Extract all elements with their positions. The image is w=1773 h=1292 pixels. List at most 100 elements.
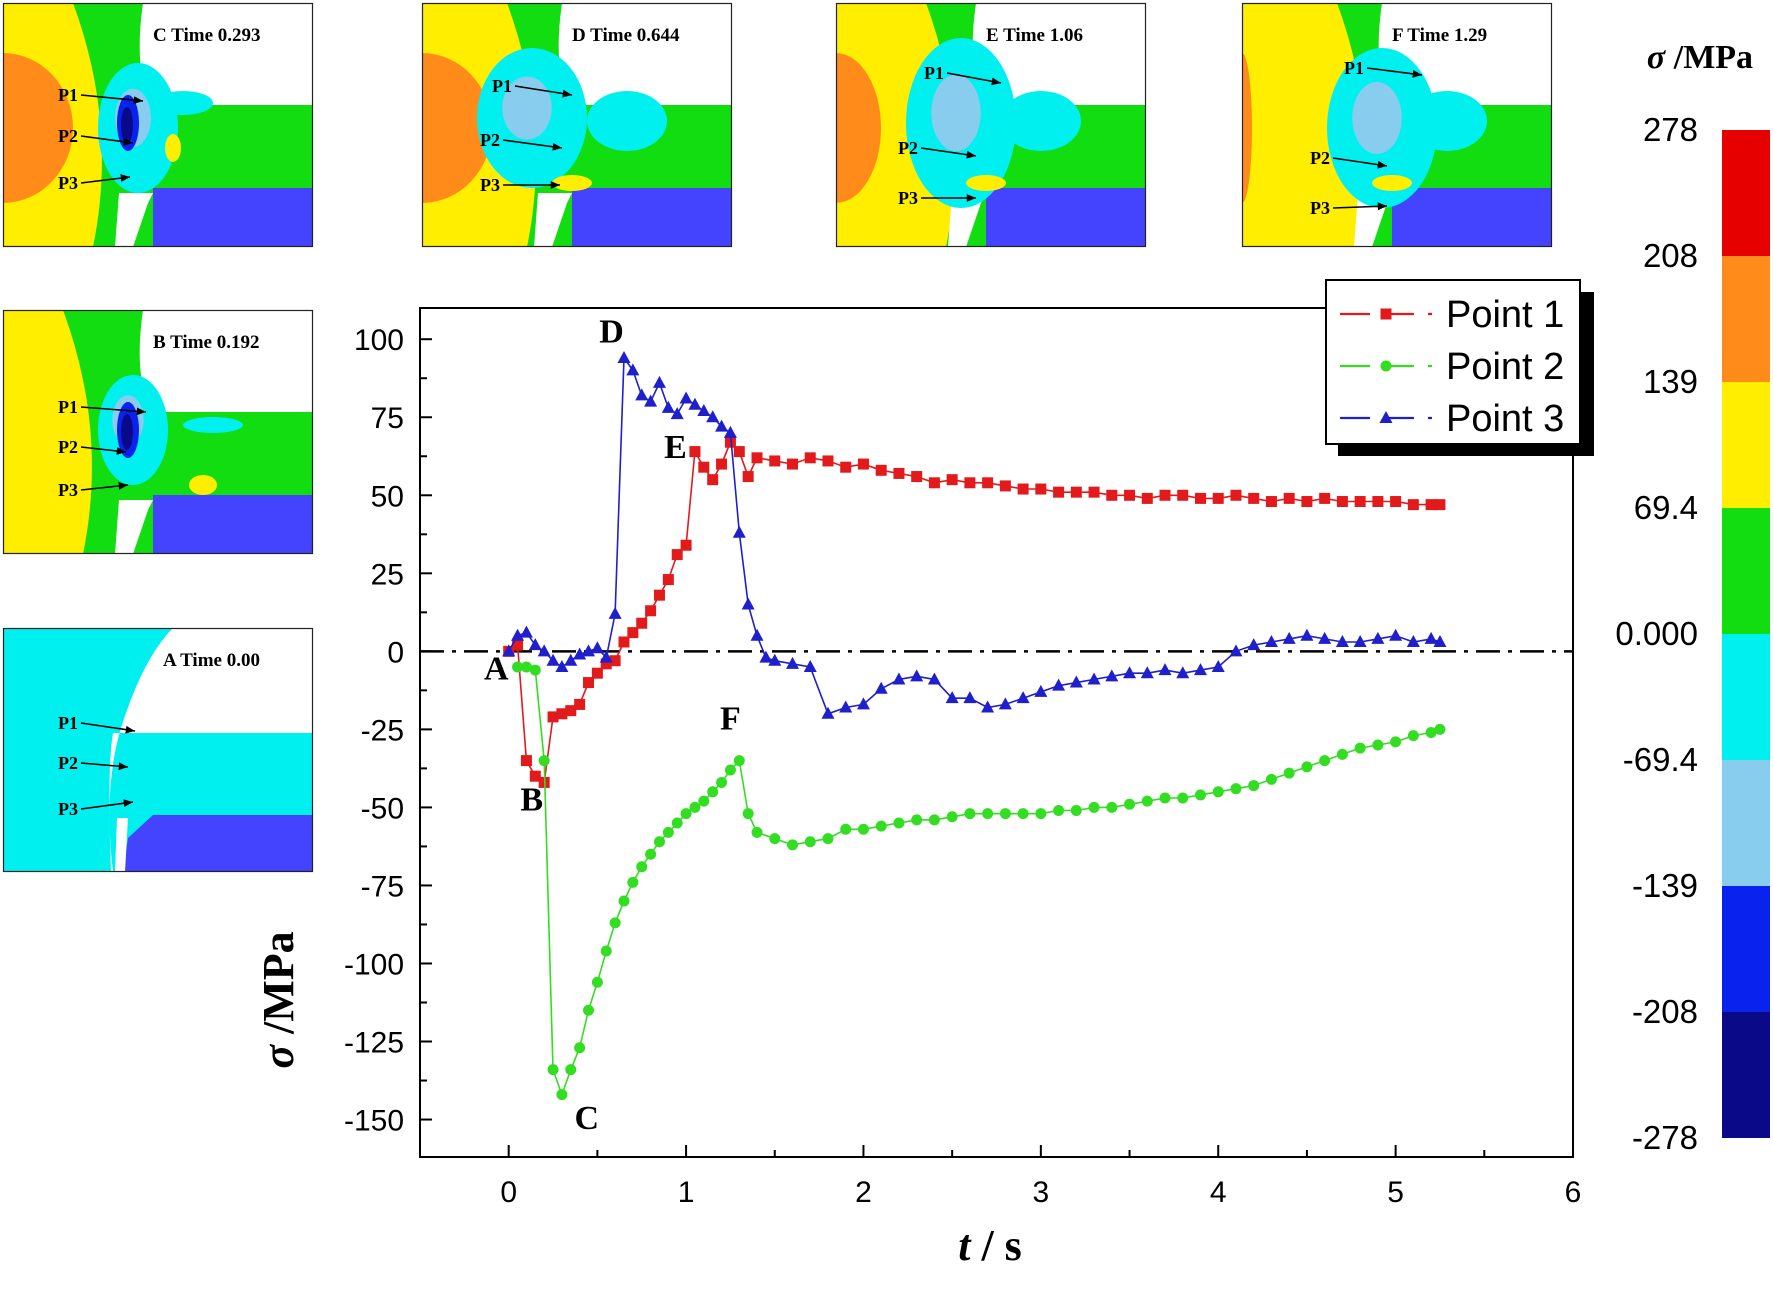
data-point-square [1088,486,1100,498]
legend-item-1: Point 1 [1340,294,1564,336]
colorbar-segment [1722,1012,1770,1138]
point-label-E: E [664,429,687,466]
data-point-square [857,458,869,470]
series-2 [512,661,1446,1101]
data-point-circle [857,823,869,835]
inset-point-label: P2 [58,753,78,773]
pointer-line [80,406,147,413]
data-point-circle [946,811,958,823]
data-point-triangle [1016,691,1030,704]
data-point-circle [1425,727,1437,738]
data-point-square [1017,483,1029,495]
data-point-square [893,467,905,479]
pointer-arrowhead [991,77,1001,86]
pointer-arrowhead [120,174,130,182]
legend-label: Point 3 [1446,398,1564,440]
data-point-circle [680,808,692,820]
inset-point-label: P3 [58,480,78,500]
data-point-circle [982,808,994,820]
data-point-triangle [502,644,516,657]
data-point-triangle [1229,644,1243,657]
inset-pointer-P2: P2 [58,437,127,457]
data-point-square [1070,486,1082,498]
data-point-triangle [617,350,631,363]
data-point-square [671,549,683,561]
data-point-circle [1053,805,1065,817]
pointer-arrowhead [552,142,562,151]
inset-frame [2,627,314,873]
data-point-circle [653,836,665,848]
data-point-circle [1124,798,1136,810]
data-point-triangle [1034,684,1048,697]
data-point-square [804,452,816,464]
data-point-triangle [786,656,800,669]
orange-region [422,53,492,203]
data-point-square [1230,489,1242,501]
inset-point-label: P2 [1310,148,1330,168]
inset-point-label: P3 [58,799,78,819]
void-region [109,628,313,872]
inset-pointer-P1: P1 [924,63,1002,86]
colorbar-segment [1722,760,1770,886]
colorbar-tick-label: -139 [1632,867,1698,904]
data-point-triangle [856,697,870,710]
data-point-triangle [635,388,649,401]
x-tick-label: 3 [1033,1176,1050,1209]
inset-E: E Time 1.06 P1 P2 P3 [835,2,1147,248]
y-tick-label: -100 [344,948,404,981]
data-point-circle [1106,801,1118,813]
data-point-square [1354,496,1366,508]
data-point-triangle [1406,634,1420,647]
inset-D: D Time 0.644 P1 P2 P3 [421,2,733,248]
y-axis-ticks: 100 75 50 25 0 -25 -50 -75 -100 -125 -150 [344,324,432,1138]
colorbar-segment [1722,382,1770,508]
data-point-triangle [644,394,658,407]
data-point-triangle [546,653,560,666]
data-point-square [999,480,1011,492]
inset-point-label: P3 [898,188,918,208]
data-point-square [1265,496,1277,508]
data-point-triangle [661,400,675,413]
x-tick-label: 2 [855,1176,872,1209]
data-point-triangle [1264,634,1278,647]
data-point-square [946,474,958,486]
data-point-square [627,627,639,639]
colorbar-tick-label: -208 [1632,993,1698,1030]
colorbar-title: σ /MPa [1647,39,1753,76]
data-point-square [911,471,923,483]
inset-point-label: P2 [58,437,78,457]
data-point-square [618,636,630,648]
data-point-circle [1380,360,1392,372]
data-point-triangle [1211,659,1225,672]
data-point-circle [698,795,710,807]
data-point-square [742,471,754,483]
yellow-spot [1372,175,1412,191]
inset-pointer-P3: P3 [898,188,976,208]
void-region [972,3,1146,105]
pointer-line [514,85,573,96]
data-point-circle [1212,786,1224,798]
inset-pointer-P2: P2 [58,753,129,773]
data-point-triangle [750,628,764,641]
data-point-square [1106,489,1118,501]
series-line [517,666,1441,1097]
inset-point-label: P1 [492,76,512,96]
inset-title: A Time 0.00 [163,650,260,671]
legend-label: Point 2 [1446,346,1564,388]
y-tick-label: 75 [371,402,404,435]
data-point-triangle [1433,634,1447,647]
pointer-arrowhead [123,137,133,146]
data-point-triangle [1105,669,1119,682]
data-point-triangle [759,650,773,663]
data-point-triangle [1318,631,1332,644]
data-point-circle [742,808,754,820]
y-tick-label: -50 [361,792,404,825]
data-point-circle [1194,789,1206,801]
data-point-circle [964,808,976,820]
data-point-circle [928,814,940,826]
data-point-triangle [1424,631,1438,644]
cyan-spot [1001,91,1081,151]
inset-frame [835,2,1147,248]
inset-pointer-P2: P2 [58,126,134,146]
